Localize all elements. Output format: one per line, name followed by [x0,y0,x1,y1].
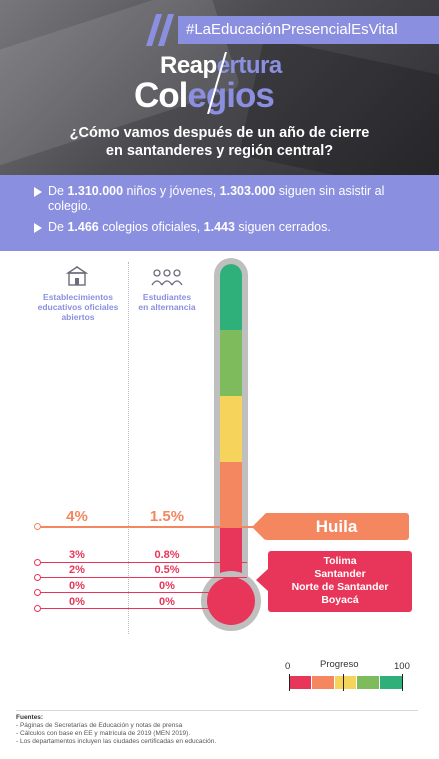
thermometer-scale [220,264,242,594]
students-alternation-value: 0% [159,580,175,592]
title-line-1: Reapertura [160,52,282,80]
column-header-establishments: Establecimientos educativos oficiales ab… [37,292,119,322]
column-divider [128,262,129,634]
subtitle-line-2: en santanderes y región central? [105,143,334,159]
row-dot [34,559,41,566]
huila-callout: Huila [264,513,409,540]
progress-segment [334,676,358,689]
title-top-purple: ertura [216,52,283,79]
bullet-arrow-icon [34,223,42,233]
hero-banner: #LaEducaciónPresencialEsVital Reapertura… [0,0,439,175]
establishments-open-value: 2% [69,564,85,576]
summary-bullet-students: De 1.310.000 niños y jóvenes, 1.303.000 … [34,184,418,214]
students-group-icon [151,269,183,286]
title-slash-icon [207,52,227,114]
establishments-open-value: 4% [66,508,88,525]
summary-bullet-schools: De 1.466 colegios oficiales, 1.443 sigue… [34,220,418,235]
row-line [37,577,247,578]
students-alternation-value: 0.5% [154,564,180,576]
schools-closed: 1.443 [203,220,235,234]
progress-scale-bar [289,676,403,689]
column-header-students: Estudiantes en alternancia [138,292,196,312]
school-icon [66,266,88,286]
sources-line: - Páginas de Secretarías de Educación y … [16,722,183,729]
summary-panel: De 1.310.000 niños y jóvenes, 1.303.000 … [0,175,439,251]
sources-footnote: Fuentes: - Páginas de Secretarías de Edu… [16,714,216,746]
progress-tick [289,674,290,691]
row-line [37,526,262,528]
establishments-open-value: 0% [69,596,85,608]
progress-tick [343,674,344,691]
row-line [37,592,247,593]
establishments-open-value: 0% [69,580,85,592]
students-alternation-value: 0.8% [154,549,180,561]
subtitle: ¿Cómo vamos después de un año de cierre … [0,124,439,160]
footer-divider [16,710,418,711]
department-label-santander: Santander [314,568,366,580]
huila-callout-pointer [252,514,265,540]
establishments-open-value: 3% [69,549,85,561]
hashtag-banner: #LaEducaciónPresencialEsVital [178,16,439,44]
thermometer-bulb [207,577,255,625]
thermometer-segment [220,330,242,396]
department-label-norte-de-santander: Norte de Santander [291,581,389,593]
sources-heading: Fuentes: [16,714,44,721]
progress-segment [289,676,312,689]
title-top-white: Reap [160,52,217,79]
title-bottom-purple: egios [187,76,274,115]
huila-label: Huila [315,517,358,536]
thermometer-segment [220,264,242,330]
thermometer-segment [220,462,242,528]
title-line-2: Colegios [134,76,275,116]
students-alternation-value: 1.5% [149,508,185,525]
department-label-tolima: Tolima [323,555,357,567]
schools-total: 1.466 [67,220,99,234]
progress-label: Progreso [320,659,359,670]
row-dot [34,589,41,596]
students-not-attending: 1.303.000 [219,184,276,198]
red-group-callout-pointer [256,568,269,592]
progress-segment [357,676,381,689]
red-group-callout: Tolima Santander Norte de Santander Boya… [268,551,412,612]
title-bottom-white: Col [134,76,188,115]
bullet-arrow-icon [34,187,42,197]
row-line [37,562,247,563]
sources-line: - Los departamentos incluyen las ciudade… [16,738,217,745]
hashtag-text: #LaEducaciónPresencialEsVital [186,21,398,38]
sources-line: - Cálculos con base en EE y matrícula de… [16,730,191,737]
row-dot [34,523,41,530]
department-label-boyaca: Boyacá [321,594,359,606]
thermometer-segment [220,396,242,462]
row-dot [34,574,41,581]
progress-tick [402,674,403,691]
slash-decoration-icon [146,14,174,46]
subtitle-line-1: ¿Cómo vamos después de un año de cierre [69,125,370,141]
progress-segment [311,676,335,689]
row-line [37,608,247,609]
progress-max-label: 100 [394,661,410,672]
students-alternation-value: 0% [159,596,175,608]
row-dot [34,605,41,612]
progress-min-label: 0 [285,661,291,672]
progress-segment [380,676,403,689]
students-total: 1.310.000 [67,184,124,198]
